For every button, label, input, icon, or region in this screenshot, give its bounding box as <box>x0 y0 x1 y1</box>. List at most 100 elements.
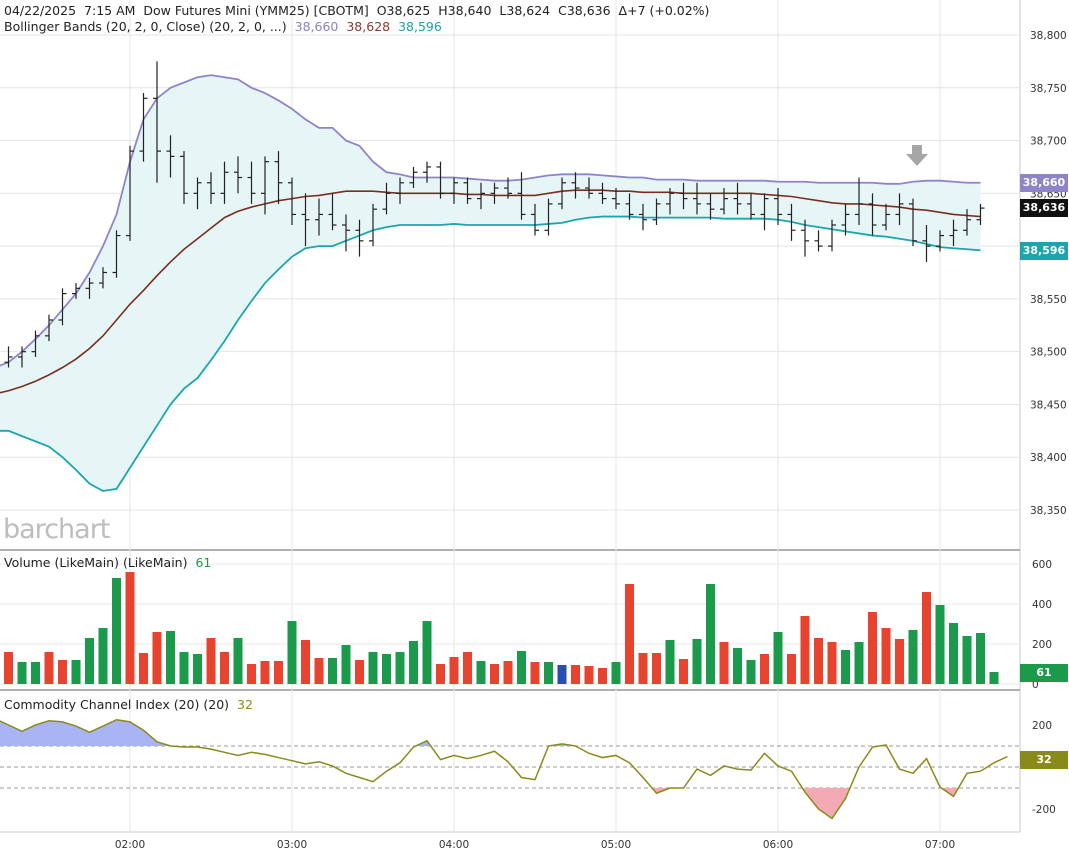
volume-bar <box>625 584 634 684</box>
ohlc-bar <box>180 151 188 204</box>
time-tick-label: 06:00 <box>763 839 793 851</box>
volume-bar <box>112 578 121 684</box>
volume-bar <box>517 651 526 684</box>
volume-bar <box>935 605 945 684</box>
ohlc-bar <box>801 219 809 257</box>
ohlc-bar <box>4 346 13 368</box>
ohlc-bar <box>58 288 67 326</box>
cci-overbought-fill <box>0 719 887 746</box>
volume-bar <box>449 657 459 684</box>
ohlc-bar <box>315 198 323 236</box>
volume-bar <box>989 672 999 684</box>
ohlc-bar <box>342 214 350 252</box>
ohlc-bar <box>706 193 715 220</box>
ohlc-bar <box>477 182 485 210</box>
volume-bar <box>44 652 54 684</box>
volume-bar <box>530 662 540 684</box>
time-tick-label: 02:00 <box>115 839 145 851</box>
ohlc-bar <box>396 177 404 204</box>
ohlc-bar <box>45 314 53 342</box>
header-close: C38,636 <box>558 3 611 18</box>
volume-bar <box>814 638 823 684</box>
volume-bar <box>463 652 472 684</box>
volume-bar <box>247 664 256 684</box>
volume-bar <box>652 653 661 684</box>
ohlc-bar <box>976 203 985 225</box>
volume-bar <box>314 658 324 684</box>
header-time: 7:15 AM <box>84 3 136 18</box>
ohlc-bar <box>841 203 850 236</box>
ohlc-bar <box>544 198 553 236</box>
volume-bar <box>368 652 378 684</box>
volume-bar <box>490 664 499 684</box>
volume-bar <box>476 661 486 684</box>
cci-value: 32 <box>237 697 253 712</box>
time-tick-label: 05:00 <box>601 839 631 851</box>
volume-bar <box>854 642 864 684</box>
volume-bar <box>868 612 877 684</box>
ohlc-bar <box>652 198 661 225</box>
volume-bar <box>949 623 958 684</box>
volume-bar <box>193 654 202 684</box>
ohlc-bar <box>355 219 364 257</box>
volume-bar <box>611 662 621 684</box>
ohlc-bar <box>234 156 242 194</box>
ohlc-bar <box>288 177 296 225</box>
ohlc-bar <box>949 219 958 247</box>
price-tick-label: 38,800 <box>1030 30 1067 42</box>
ohlc-bar <box>612 188 620 210</box>
volume-label: Volume (LikeMain) (LikeMain) <box>4 555 188 570</box>
ohlc-bar <box>409 166 418 189</box>
volume-bar <box>787 654 796 684</box>
volume-bar <box>206 638 216 684</box>
ohlc-bar <box>909 198 917 247</box>
volume-bar <box>409 641 418 684</box>
ohlc-bar <box>868 193 877 236</box>
upper-band-badge: 38,660 <box>1020 174 1068 192</box>
volume-bar <box>166 631 175 684</box>
ohlc-bar <box>733 182 742 215</box>
volume-bar <box>692 639 702 684</box>
lower-band-badge: 38,596 <box>1020 242 1068 260</box>
bollinger-middle-value: 38,628 <box>346 19 391 34</box>
ohlc-bar <box>328 193 337 231</box>
volume-bar <box>422 621 432 684</box>
volume-bar <box>98 628 108 684</box>
ohlc-bar <box>193 177 202 210</box>
price-tick-label: 38,350 <box>1030 505 1067 517</box>
volume-bar <box>719 642 729 684</box>
ohlc-bar <box>166 135 175 178</box>
ohlc-bar <box>72 283 80 299</box>
ohlc-bar <box>450 177 458 204</box>
time-tick-label: 04:00 <box>439 839 469 851</box>
ohlc-bar <box>18 346 26 368</box>
price-tick-label: 38,550 <box>1030 294 1067 306</box>
volume-bar <box>827 642 837 684</box>
ohlc-bar <box>220 161 229 204</box>
volume-bar <box>287 621 297 684</box>
ohlc-bar <box>828 219 836 252</box>
ohlc-bar <box>639 203 647 231</box>
volume-bar <box>436 664 445 684</box>
volume-bar <box>665 640 675 684</box>
volume-tick-label: 0 <box>1032 679 1039 691</box>
ohlc-bar <box>112 230 121 278</box>
ohlc-bar <box>787 203 796 241</box>
header-date: 04/22/2025 <box>4 3 77 18</box>
price-tick-label: 38,700 <box>1030 136 1067 148</box>
volume-bar <box>503 661 513 684</box>
ohlc-bar <box>679 182 688 210</box>
ohlc-bar <box>895 193 904 225</box>
ohlc-bar <box>963 209 971 236</box>
bollinger-upper-line <box>0 74 981 367</box>
volume-bar <box>139 653 148 684</box>
volume-bar <box>341 645 351 684</box>
volume-bar <box>301 640 310 684</box>
volume-bar <box>382 654 391 684</box>
volume-bar <box>58 660 67 684</box>
ohlc-bar <box>531 203 539 236</box>
ohlc-bar <box>760 193 769 231</box>
volume-bar <box>571 665 580 684</box>
header-high: H38,640 <box>438 3 492 18</box>
